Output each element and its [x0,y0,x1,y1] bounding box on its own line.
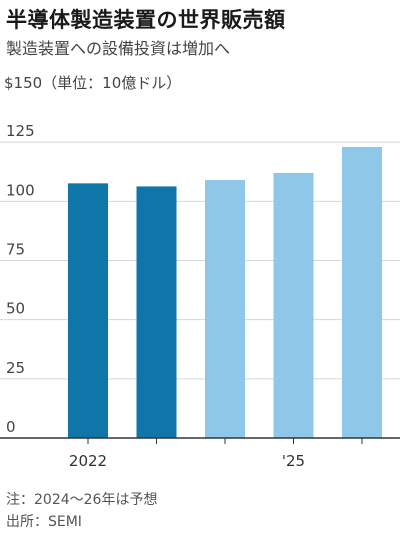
x-tick-label: 2022 [69,452,107,470]
bars [68,146,382,439]
chart-subtitle: 製造装置への設備投資は増加へ [6,39,231,58]
gridlines [0,141,400,380]
bar-2022 [68,183,108,438]
y-tick-label: 50 [6,300,25,318]
y-tick-label: 0 [6,418,16,436]
bar-2024 [205,180,245,439]
x-tick-label: '25 [282,452,305,470]
y-axis-unit-label: $150（単位：10億ドル） [4,74,182,92]
source-note: 出所：SEMI [6,514,82,530]
y-tick-label: 75 [6,241,25,259]
bar-2023 [136,186,177,438]
y-tick-label: 125 [6,122,35,140]
x-axis-ticks: 2022 '25 [69,438,363,470]
footnote: 注：2024〜26年は予想 [6,492,158,508]
chart-title: 半導体製造装置の世界販売額 [6,8,286,32]
bar-2025 [273,172,314,438]
bar-2026 [342,146,382,438]
y-tick-label: 25 [6,359,25,377]
y-tick-label: 100 [6,181,35,199]
y-axis-ticks: 0 25 50 75 100 125 [6,122,35,436]
